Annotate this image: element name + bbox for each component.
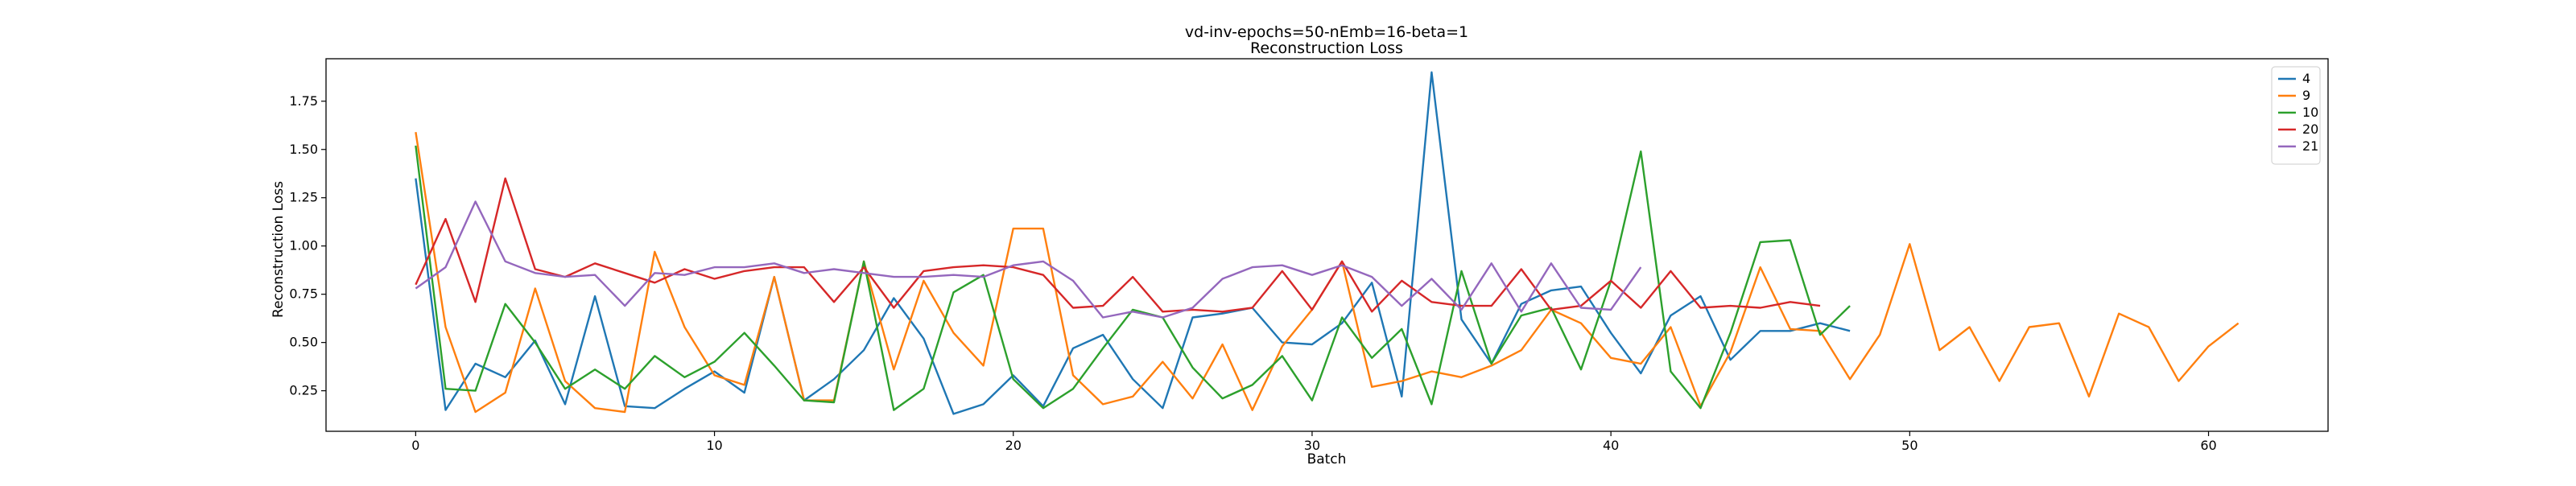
series-line-4	[415, 71, 1851, 415]
x-tick-label: 0	[411, 438, 419, 453]
x-tick-label: 30	[1304, 438, 1320, 453]
series-line-9	[415, 132, 2240, 414]
plot-area	[415, 71, 2240, 415]
legend-box	[2271, 66, 2321, 165]
y-tick-label: 1.00	[289, 238, 318, 253]
x-axis: 0 10 20 30 40 50 60	[411, 431, 2217, 453]
y-axis: 0.25 0.50 0.75 1.00 1.25 1.50 1.75	[289, 93, 326, 398]
x-axis-label: Batch	[1307, 451, 1347, 467]
x-tick-label: 10	[706, 438, 722, 453]
y-tick-label: 0.75	[289, 286, 318, 302]
x-tick-label: 40	[1603, 438, 1619, 453]
series-line-21	[415, 200, 1642, 319]
legend-label-20: 20	[2302, 122, 2318, 137]
legend-label-9: 9	[2302, 88, 2310, 103]
series-line-20	[415, 177, 1821, 313]
x-tick-label: 20	[1005, 438, 1022, 453]
legend-label-21: 21	[2302, 138, 2318, 154]
chart-title: vd-inv-epochs=50-nEmb=16-beta=1	[1185, 23, 1468, 41]
y-tick-label: 1.50	[289, 142, 318, 157]
x-tick-label: 60	[2200, 438, 2216, 453]
y-axis-label: Reconstruction Loss	[270, 181, 287, 318]
plot-frame	[325, 58, 2329, 432]
chart-subtitle: Reconstruction Loss	[1250, 39, 1403, 57]
y-tick-label: 0.50	[289, 335, 318, 350]
x-tick-label: 50	[1901, 438, 1918, 453]
legend-label-10: 10	[2302, 105, 2318, 120]
y-tick-label: 1.25	[289, 190, 318, 205]
y-tick-label: 1.75	[289, 93, 318, 109]
y-tick-label: 0.25	[289, 383, 318, 398]
legend-label-4: 4	[2302, 71, 2310, 86]
